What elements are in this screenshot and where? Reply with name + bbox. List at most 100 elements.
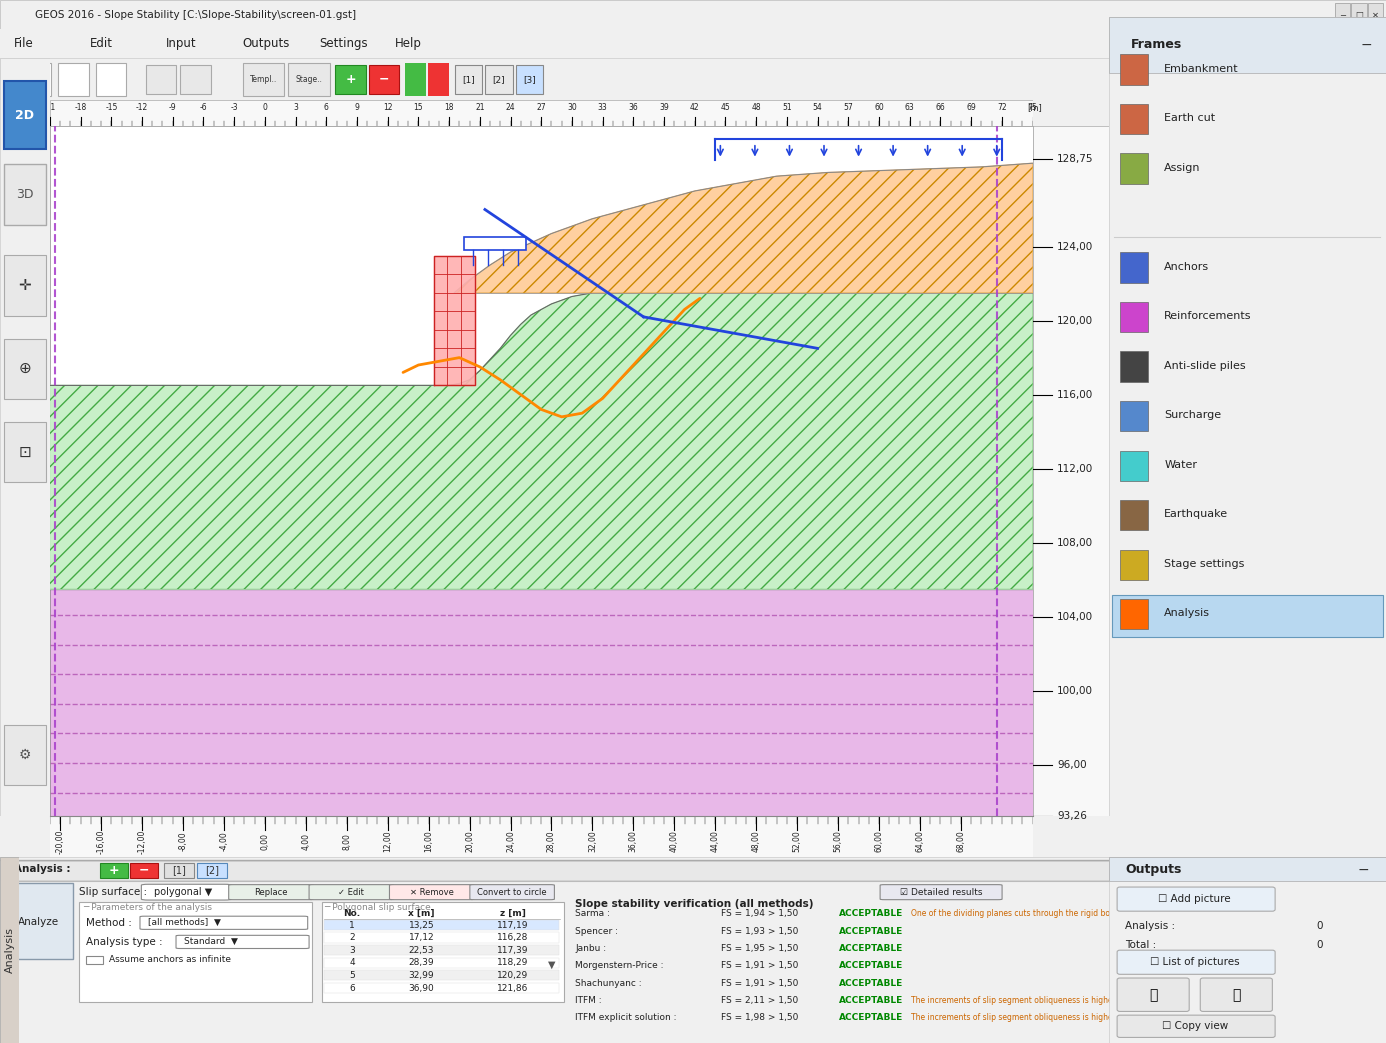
Text: Settings: Settings: [319, 38, 367, 50]
Bar: [1120, 351, 1148, 382]
Text: 30: 30: [567, 103, 577, 113]
Bar: [1335, 3, 1350, 26]
Bar: [197, 863, 227, 878]
Text: 36,90: 36,90: [409, 984, 434, 993]
Text: 16,00: 16,00: [424, 830, 434, 852]
Text: ACCEPTABLE: ACCEPTABLE: [839, 996, 902, 1004]
Text: Edit: Edit: [90, 38, 114, 50]
Text: FS = 1,93 > 1,50: FS = 1,93 > 1,50: [721, 927, 798, 936]
Text: 15: 15: [413, 103, 423, 113]
Text: -3: -3: [230, 103, 238, 113]
Text: [1]: [1]: [462, 75, 475, 83]
Text: Janbu :: Janbu :: [575, 944, 606, 953]
Bar: [1120, 401, 1148, 432]
Text: Stage..: Stage..: [295, 75, 323, 83]
Text: [all methods]  ▼: [all methods] ▼: [148, 918, 222, 927]
Text: 51: 51: [782, 103, 791, 113]
Text: 96,00: 96,00: [1058, 760, 1087, 770]
Text: 64,00: 64,00: [916, 830, 924, 852]
Text: ☐ List of pictures: ☐ List of pictures: [1150, 957, 1239, 967]
Text: Shachunyanc :: Shachunyanc :: [575, 978, 642, 988]
Text: -12,00: -12,00: [137, 829, 147, 853]
Text: 28,00: 28,00: [547, 830, 556, 852]
Text: [3]: [3]: [523, 75, 536, 83]
Text: □: □: [1356, 10, 1362, 19]
Text: ▼: ▼: [547, 960, 556, 970]
Bar: [146, 65, 176, 94]
Text: 36,00: 36,00: [629, 830, 638, 852]
Text: FS = 1,98 > 1,50: FS = 1,98 > 1,50: [721, 1013, 798, 1022]
Text: 21: 21: [475, 103, 485, 113]
Bar: [1120, 252, 1148, 283]
Text: 52,00: 52,00: [793, 830, 801, 852]
FancyBboxPatch shape: [470, 884, 554, 900]
Text: 112,00: 112,00: [1058, 464, 1094, 474]
Bar: [1109, 857, 1386, 881]
Text: Analysis :: Analysis :: [14, 865, 71, 874]
Text: 128,75: 128,75: [1058, 153, 1094, 164]
Text: 0: 0: [1317, 940, 1324, 949]
FancyBboxPatch shape: [880, 884, 1002, 900]
Text: 116,00: 116,00: [1058, 390, 1094, 399]
Bar: [1120, 54, 1148, 84]
FancyBboxPatch shape: [1200, 978, 1272, 1012]
Bar: [324, 970, 559, 980]
Text: Outputs: Outputs: [1125, 863, 1182, 876]
Text: ✕ Remove: ✕ Remove: [410, 888, 453, 897]
Text: 24,00: 24,00: [506, 830, 516, 852]
Text: 48: 48: [751, 103, 761, 113]
Polygon shape: [434, 256, 474, 385]
Bar: [164, 863, 194, 878]
Text: -12: -12: [136, 103, 148, 113]
Text: -4,00: -4,00: [219, 831, 229, 851]
Text: Analysis :: Analysis :: [1125, 921, 1175, 931]
Bar: [4, 883, 73, 960]
Text: ─: ─: [1340, 10, 1344, 19]
Bar: [180, 65, 211, 94]
Text: ☐ Add picture: ☐ Add picture: [1159, 894, 1231, 904]
Text: Templ..: Templ..: [249, 75, 277, 83]
Text: ACCEPTABLE: ACCEPTABLE: [839, 978, 902, 988]
Bar: [1109, 17, 1386, 73]
Text: ACCEPTABLE: ACCEPTABLE: [839, 927, 902, 936]
Bar: [4, 256, 46, 316]
Text: 66: 66: [936, 103, 945, 113]
Text: 8,00: 8,00: [342, 833, 351, 850]
FancyBboxPatch shape: [141, 884, 231, 900]
Text: Earthquake: Earthquake: [1164, 509, 1228, 519]
Bar: [1120, 500, 1148, 531]
Text: 12: 12: [383, 103, 392, 113]
Text: Standard  ▼: Standard ▼: [184, 938, 238, 946]
Text: 3: 3: [292, 103, 298, 113]
Text: Analysis: Analysis: [1164, 608, 1210, 618]
Text: FS = 1,91 > 1,50: FS = 1,91 > 1,50: [721, 978, 798, 988]
Bar: [4, 725, 46, 785]
Text: Analysis: Analysis: [4, 927, 15, 973]
Text: 45: 45: [721, 103, 730, 113]
Bar: [0, 862, 1379, 879]
Text: Earth cut: Earth cut: [1164, 113, 1216, 123]
Text: 🖨: 🖨: [1149, 988, 1157, 1001]
Text: +: +: [345, 73, 356, 86]
Bar: [243, 63, 284, 96]
Text: 27: 27: [536, 103, 546, 113]
Text: 124,00: 124,00: [1058, 242, 1094, 251]
Text: ITFM explicit solution :: ITFM explicit solution :: [575, 1013, 676, 1022]
Text: polygonal ▼: polygonal ▼: [154, 887, 212, 897]
Bar: [516, 65, 543, 94]
Text: ─ Polygonal slip surface: ─ Polygonal slip surface: [324, 903, 431, 912]
Text: Sarma :: Sarma :: [575, 909, 610, 919]
Text: ACCEPTABLE: ACCEPTABLE: [839, 1013, 902, 1022]
Text: 36: 36: [628, 103, 638, 113]
Text: 33: 33: [597, 103, 607, 113]
Text: 93,26: 93,26: [1058, 810, 1087, 821]
Text: 44,00: 44,00: [711, 830, 719, 852]
Text: 75: 75: [1027, 103, 1038, 113]
Text: 6: 6: [324, 103, 328, 113]
Text: Slope stability verification (all methods): Slope stability verification (all method…: [575, 899, 814, 908]
Text: ITFM :: ITFM :: [575, 996, 602, 1004]
Text: -9: -9: [169, 103, 176, 113]
Bar: [324, 945, 559, 955]
Text: 6: 6: [349, 984, 355, 993]
Bar: [86, 955, 103, 964]
